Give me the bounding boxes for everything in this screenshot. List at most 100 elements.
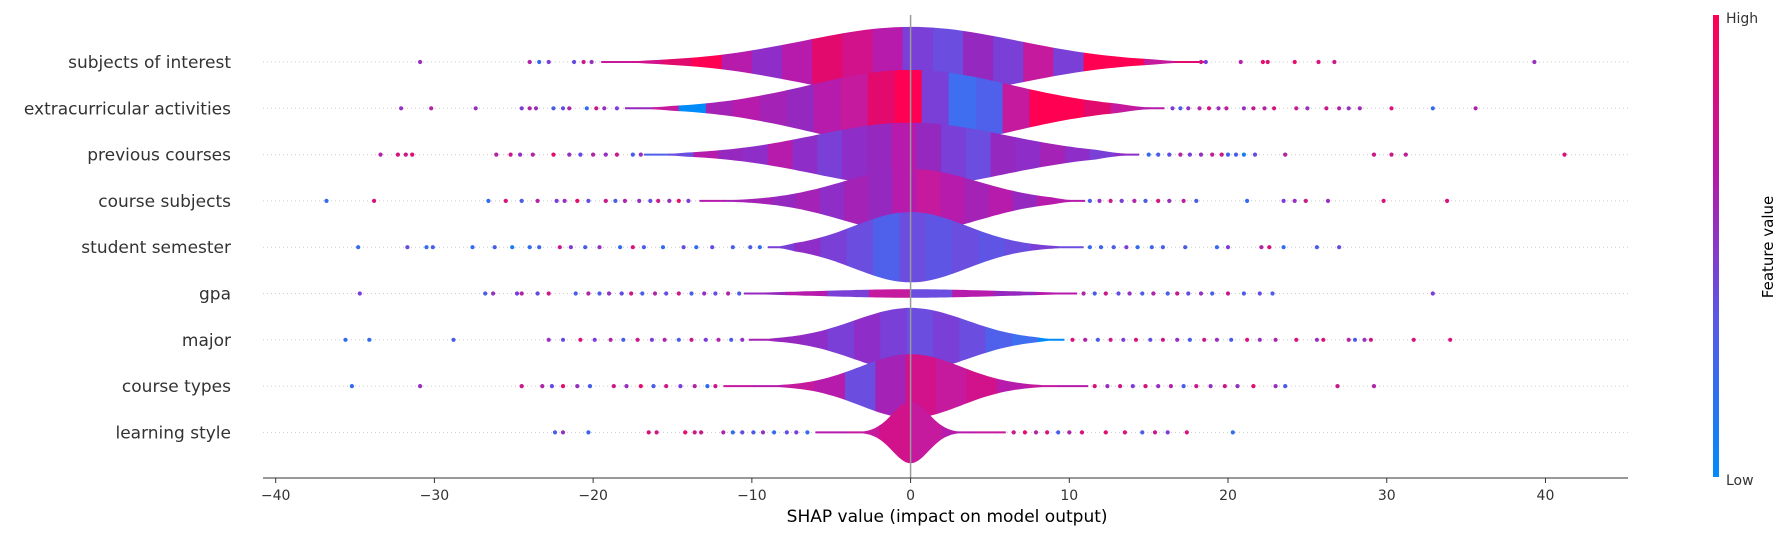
violin-band <box>1114 122 1140 187</box>
scatter-point <box>503 198 508 203</box>
violin-band <box>978 212 1006 283</box>
scatter-point <box>710 245 715 250</box>
scatter-point <box>418 59 423 65</box>
scatter-point <box>592 337 597 342</box>
scatter-point <box>586 198 591 203</box>
scatter-point <box>1095 337 1100 342</box>
scatter-point <box>1267 245 1272 250</box>
scatter-point <box>637 198 642 203</box>
violin-band <box>699 169 725 233</box>
scatter-point <box>578 152 583 157</box>
scatter-point <box>1352 337 1358 342</box>
scatter-point <box>519 198 524 203</box>
violin-band <box>899 212 927 283</box>
scatter-point <box>1270 291 1275 296</box>
scatter-point <box>713 384 718 389</box>
scatter-point <box>1265 59 1270 65</box>
violin-band <box>820 212 848 283</box>
scatter-point <box>589 59 594 65</box>
colorbar <box>1713 15 1719 477</box>
scatter-point <box>760 430 766 435</box>
scatter-point <box>367 337 372 342</box>
scatter-point <box>1257 337 1262 342</box>
scatter-point <box>702 291 707 296</box>
scatter-point <box>378 152 383 157</box>
violin-band <box>965 122 992 187</box>
scatter-point <box>527 245 532 250</box>
scatter-point <box>518 152 523 157</box>
feature-label: learning style <box>115 423 231 443</box>
scatter-point <box>1056 430 1061 435</box>
scatter-point <box>519 291 524 296</box>
scatter-point <box>1381 198 1386 203</box>
scatter-point <box>1332 59 1337 65</box>
scatter-point <box>1197 106 1202 111</box>
scatter-point <box>514 291 520 296</box>
scatter-point <box>667 198 672 203</box>
scatter-point <box>676 198 681 203</box>
scatter-point <box>1160 245 1165 250</box>
scatter-point <box>1252 152 1258 157</box>
scatter-point <box>1283 152 1288 157</box>
scatter-point <box>630 245 635 250</box>
scatter-point <box>1238 59 1243 65</box>
scatter-point <box>1127 291 1132 296</box>
scatter-point <box>572 59 577 65</box>
scatter-point <box>1175 337 1180 342</box>
scatter-point <box>1403 152 1408 157</box>
scatter-point <box>568 245 574 250</box>
scatter-point <box>1230 430 1235 435</box>
scatter-point <box>535 198 540 203</box>
violin-band <box>732 70 761 147</box>
violin-band <box>601 26 633 98</box>
x-tick-label: −20 <box>578 488 608 504</box>
scatter-point <box>1445 198 1450 203</box>
scatter-point <box>1245 337 1250 342</box>
violin-band <box>959 307 987 372</box>
x-tick-label: −40 <box>261 488 291 504</box>
scatter-point <box>1368 337 1373 342</box>
scatter-point <box>656 198 661 203</box>
scatter-point <box>1346 337 1351 342</box>
scatter-point <box>1151 291 1156 296</box>
scatter-point <box>1229 337 1234 342</box>
scatter-point <box>1281 198 1286 203</box>
scatter-point <box>324 198 329 203</box>
scatter-point <box>1187 337 1192 342</box>
scatter-point <box>646 430 651 435</box>
scatter-point <box>1371 384 1377 389</box>
scatter-point <box>1186 106 1191 111</box>
colorbar-high-label: High <box>1726 11 1758 27</box>
scatter-point <box>551 106 556 111</box>
violin-band <box>794 212 822 283</box>
scatter-point <box>552 430 558 435</box>
violin-band <box>1023 26 1055 98</box>
scatter-point <box>1305 106 1310 111</box>
scatter-point <box>560 384 566 389</box>
scatter-point <box>1241 291 1246 296</box>
scatter-point <box>1143 384 1148 389</box>
scatter-point <box>1337 245 1342 250</box>
scatter-point <box>630 152 635 157</box>
scatter-point <box>1103 430 1108 435</box>
scatter-point <box>560 337 566 342</box>
scatter-point <box>1124 245 1129 250</box>
violin-band <box>873 212 901 283</box>
scatter-point <box>641 245 647 250</box>
violin-band <box>784 354 816 418</box>
violin-band <box>718 122 744 187</box>
violin-band <box>1083 26 1115 98</box>
scatter-point <box>560 430 566 435</box>
scatter-point <box>1214 337 1219 342</box>
scatter-point <box>1389 152 1394 157</box>
scatter-point <box>1098 245 1104 250</box>
scatter-point <box>1292 198 1297 203</box>
scatter-point <box>1181 198 1186 203</box>
scatter-point <box>410 152 415 157</box>
violin-band <box>631 26 663 98</box>
violin-band <box>795 169 821 233</box>
scatter-point <box>540 384 545 389</box>
scatter-point <box>1208 384 1213 389</box>
x-tick-label: 40 <box>1537 488 1555 504</box>
scatter-point <box>1146 152 1151 157</box>
